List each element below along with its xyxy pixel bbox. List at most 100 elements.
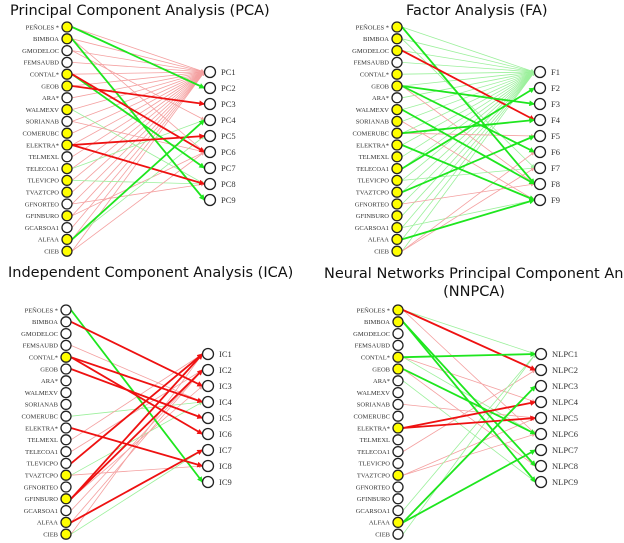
input-label: FEMSAUBD — [23, 343, 59, 350]
edge-weak-negative — [71, 71, 205, 240]
input-node — [392, 516, 404, 529]
input-node — [61, 198, 73, 210]
input-node — [61, 115, 73, 128]
input-label: GFNORTEO — [24, 484, 59, 491]
edge-weak-negative — [71, 38, 205, 74]
input-label: TELMEXL — [28, 437, 58, 444]
panel-title: Independent Component Analysis (ICA) — [8, 265, 294, 281]
input-label: FEMSAUBD — [354, 60, 390, 67]
edge-weak-negative — [71, 26, 205, 73]
input-label: COMERUBC — [23, 131, 59, 138]
edge-strong-negative — [70, 369, 204, 500]
input-label: GMODELOC — [353, 331, 390, 338]
edge-strong-negative — [70, 427, 204, 468]
input-label: GEOB — [372, 366, 390, 373]
output-node — [534, 411, 548, 425]
input-node — [60, 339, 72, 352]
edge-weak-negative — [401, 182, 535, 205]
input-node — [391, 210, 403, 222]
output-node — [203, 81, 217, 95]
input-label: CONTAL* — [29, 355, 58, 362]
input-node — [60, 434, 72, 446]
output-node — [203, 145, 217, 159]
output-label: F3 — [551, 99, 560, 109]
edge-weak-negative — [402, 417, 536, 476]
input-label: CONTAL* — [30, 72, 59, 79]
edge-weak-negative — [401, 132, 535, 138]
input-node — [392, 445, 404, 458]
output-node — [533, 145, 547, 159]
edge-weak-positive — [401, 198, 535, 228]
input-node — [392, 339, 404, 352]
edge-weak-negative — [402, 356, 536, 403]
output-label: NLPC9 — [552, 477, 578, 487]
input-label: COMERUBC — [22, 414, 58, 421]
output-node — [203, 129, 217, 143]
edge-weak-positive — [401, 38, 535, 169]
output-label: PC3 — [221, 99, 236, 109]
input-label: ELEKTRA* — [25, 425, 58, 432]
edge-weak-negative — [71, 71, 205, 193]
edge-weak-negative — [71, 62, 205, 74]
output-node — [533, 97, 547, 111]
edge-weak-negative — [71, 70, 205, 75]
input-label: GCARSOA1 — [25, 225, 59, 232]
input-node — [60, 445, 72, 458]
input-label: COMERUBC — [354, 414, 390, 421]
output-label: NLPC1 — [552, 349, 578, 359]
output-label: F6 — [551, 147, 560, 157]
input-node — [60, 386, 72, 399]
edge-weak-negative — [70, 353, 203, 535]
output-label: IC5 — [219, 413, 232, 423]
input-label: TELECOA1 — [26, 166, 59, 173]
edge-weak-negative — [70, 464, 203, 476]
input-label: TELMEXL — [359, 154, 389, 161]
output-label: IC6 — [219, 429, 232, 439]
edge-strong-positive — [71, 26, 206, 89]
input-label: PEÑOLES * — [356, 23, 389, 31]
output-node — [201, 411, 215, 425]
edge-weak-negative — [71, 151, 205, 217]
input-node — [392, 351, 404, 363]
edge-strong-negative — [401, 49, 536, 121]
edge-strong-positive — [401, 198, 536, 241]
output-label: NLPC8 — [552, 461, 578, 471]
edge-strong-positive — [401, 135, 536, 194]
input-node — [61, 21, 73, 33]
output-label: IC8 — [219, 461, 232, 471]
input-label: TVAZTCPO — [26, 190, 59, 197]
input-label: SORIANAB — [25, 402, 59, 409]
output-label: NLPC2 — [552, 365, 578, 375]
edge-weak-positive — [401, 71, 535, 146]
input-label: PEÑOLES * — [25, 306, 58, 314]
input-node — [61, 162, 73, 175]
input-label: ARA* — [373, 378, 390, 385]
edge-strong-positive — [402, 321, 537, 467]
input-label: PEÑOLES * — [26, 23, 59, 31]
edge-weak-positive — [402, 353, 536, 535]
input-label: BIMBOA — [33, 36, 59, 43]
input-node — [60, 516, 72, 529]
output-label: NLPC6 — [552, 429, 578, 439]
input-label: ALFAA — [368, 237, 389, 244]
edge-weak-positive — [71, 180, 205, 186]
edge-weak-negative — [71, 71, 205, 110]
edge-strong-negative — [402, 400, 537, 429]
input-node — [61, 80, 73, 92]
graph-pca: PEÑOLES * BIMBOA GMODELOC FEMSAUBD CONTAL* GE… — [22, 21, 236, 257]
output-node — [534, 427, 548, 441]
input-node — [391, 92, 403, 104]
panel-title-line1: Neural Networks Principal Component Anal… — [324, 266, 624, 282]
output-node — [203, 65, 217, 79]
edge-strong-positive — [401, 26, 536, 185]
edge-weak-negative — [401, 167, 535, 252]
output-node — [533, 81, 547, 95]
output-label: IC3 — [219, 381, 232, 391]
edge-strong-positive — [402, 385, 537, 524]
input-label: GEOB — [371, 83, 389, 90]
input-node — [61, 151, 73, 163]
output-label: PC9 — [221, 195, 236, 205]
input-node — [391, 198, 403, 210]
output-label: F7 — [551, 163, 560, 173]
